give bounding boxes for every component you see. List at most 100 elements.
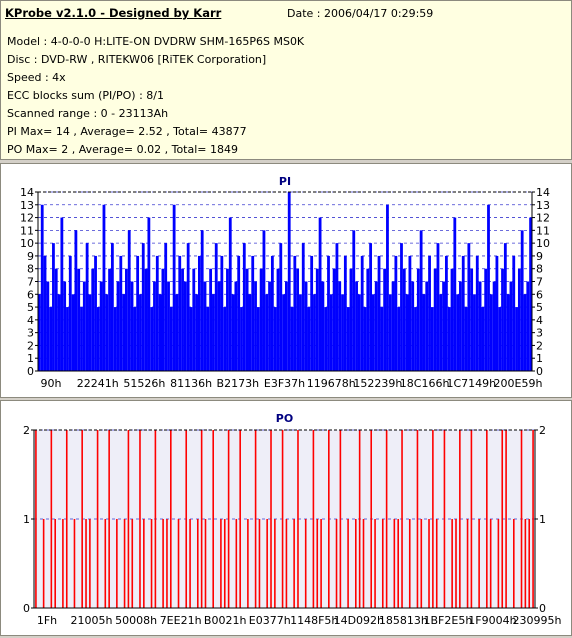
pi-bar	[245, 268, 249, 371]
chart-title: PO	[276, 412, 293, 425]
x-tick-label: 200E59h	[494, 377, 543, 390]
y-tick-label-left: 11	[20, 224, 34, 237]
pi-bar	[237, 255, 241, 371]
pi-bar	[141, 243, 145, 371]
x-tick-label: 119678h	[307, 377, 356, 390]
pi-bar	[341, 294, 344, 371]
y-tick-label-right: 10	[536, 237, 550, 250]
pi-bar	[94, 255, 97, 371]
pi-bar	[125, 268, 128, 371]
pi-bar	[484, 268, 488, 371]
y-tick-label-left: 1	[27, 352, 34, 365]
pi-bar	[290, 307, 294, 371]
y-tick-label-left: 9	[27, 250, 34, 263]
pi-bar	[102, 204, 106, 371]
pi-bar	[447, 307, 451, 371]
chart-title: PI	[279, 175, 291, 188]
y-tick-label-left: 7	[27, 276, 34, 289]
pi-bar	[383, 268, 387, 371]
pi-bar	[416, 268, 420, 371]
x-tick-label: 90h	[41, 377, 62, 390]
pi-bar	[268, 281, 271, 371]
pi-bar	[315, 268, 319, 371]
pi-bar	[164, 243, 168, 371]
pi-bar	[512, 255, 516, 371]
pi-bar	[80, 307, 83, 371]
y-tick-label-right: 9	[536, 250, 543, 263]
pi-bar	[192, 268, 196, 371]
pi-bar	[119, 255, 123, 371]
pi-bar	[203, 281, 207, 371]
pi-bar	[251, 255, 255, 371]
pi-bar	[470, 268, 474, 371]
pi-bar	[391, 281, 395, 371]
pi-bar	[380, 307, 384, 371]
y-tick-label-left: 3	[27, 327, 34, 340]
pi-bar	[321, 281, 325, 371]
y-tick-label-right: 3	[536, 327, 543, 340]
pi-bar	[282, 294, 285, 371]
x-tick-label: 21005h	[71, 614, 113, 627]
y-tick-label-right: 13	[536, 199, 550, 212]
pi-bar	[481, 307, 485, 371]
pi-bar	[366, 268, 370, 371]
pi-bar	[226, 268, 229, 371]
pi-bar	[397, 307, 401, 371]
y-tick-label-right: 4	[536, 314, 543, 327]
pi-bar	[388, 294, 392, 371]
pi-bar	[501, 268, 504, 371]
x-tick-label: E3F37h	[264, 377, 305, 390]
pi-bar	[307, 307, 311, 371]
pi-bar	[189, 307, 193, 371]
pi-bar	[209, 268, 213, 371]
pi-bar	[408, 255, 412, 371]
pi-bar	[49, 307, 53, 371]
y-tick-label-right: 6	[536, 288, 543, 301]
pi-bar	[293, 255, 297, 371]
pi-bar	[270, 255, 274, 371]
pi-bar	[82, 281, 86, 371]
scan-date: Date : 2006/04/17 0:29:59	[287, 7, 434, 20]
speed-line: Speed : 4x	[7, 71, 66, 84]
pi-bar	[287, 192, 291, 371]
x-tick-label: 14D092h	[334, 614, 384, 627]
pi-bar	[324, 307, 328, 371]
y-tick-label-left: 4	[27, 314, 34, 327]
pi-bar	[372, 294, 375, 371]
pi-bar	[234, 281, 238, 371]
pi-bar	[529, 217, 532, 371]
pi-bar	[147, 217, 151, 371]
pi-bar	[523, 294, 527, 371]
po-chart: PO 0 0 1 1 2 2 1Fh 21005h 50008h 7EE21h B0021h E0377…	[23, 412, 562, 627]
pi-bar	[439, 294, 443, 371]
pi-bar	[498, 307, 502, 371]
y-tick-label-left: 0	[27, 365, 34, 378]
pi-bar	[352, 230, 356, 371]
pi-bar	[256, 307, 260, 371]
pi-bar	[444, 255, 448, 371]
pi-bar	[346, 307, 350, 371]
pi-bar	[122, 294, 126, 371]
pi-bar	[509, 281, 513, 371]
pi-bar	[436, 243, 440, 371]
y-tick-label-left: 6	[27, 288, 34, 301]
x-tick-label: 1BF2E5h	[424, 614, 473, 627]
x-tick-label: B2173h	[217, 377, 260, 390]
pi-bar	[464, 307, 468, 371]
x-tick-label: 51526h	[123, 377, 165, 390]
pi-bar	[262, 230, 266, 371]
pi-bar	[127, 230, 131, 371]
ecc-line: ECC blocks sum (PI/PO) : 8/1	[7, 89, 164, 102]
pi-bar	[54, 268, 58, 371]
pi-bar	[214, 243, 218, 371]
pi-bar	[450, 268, 454, 371]
pi-bar	[150, 307, 154, 371]
pi-bar	[85, 243, 89, 371]
pi-bar	[430, 307, 434, 371]
x-tick-label: 50008h	[115, 614, 157, 627]
x-tick-label: 1Fh	[37, 614, 57, 627]
pi-bar	[96, 307, 100, 371]
y-tick-label-left: 8	[27, 263, 34, 276]
pi-bar	[57, 294, 61, 371]
